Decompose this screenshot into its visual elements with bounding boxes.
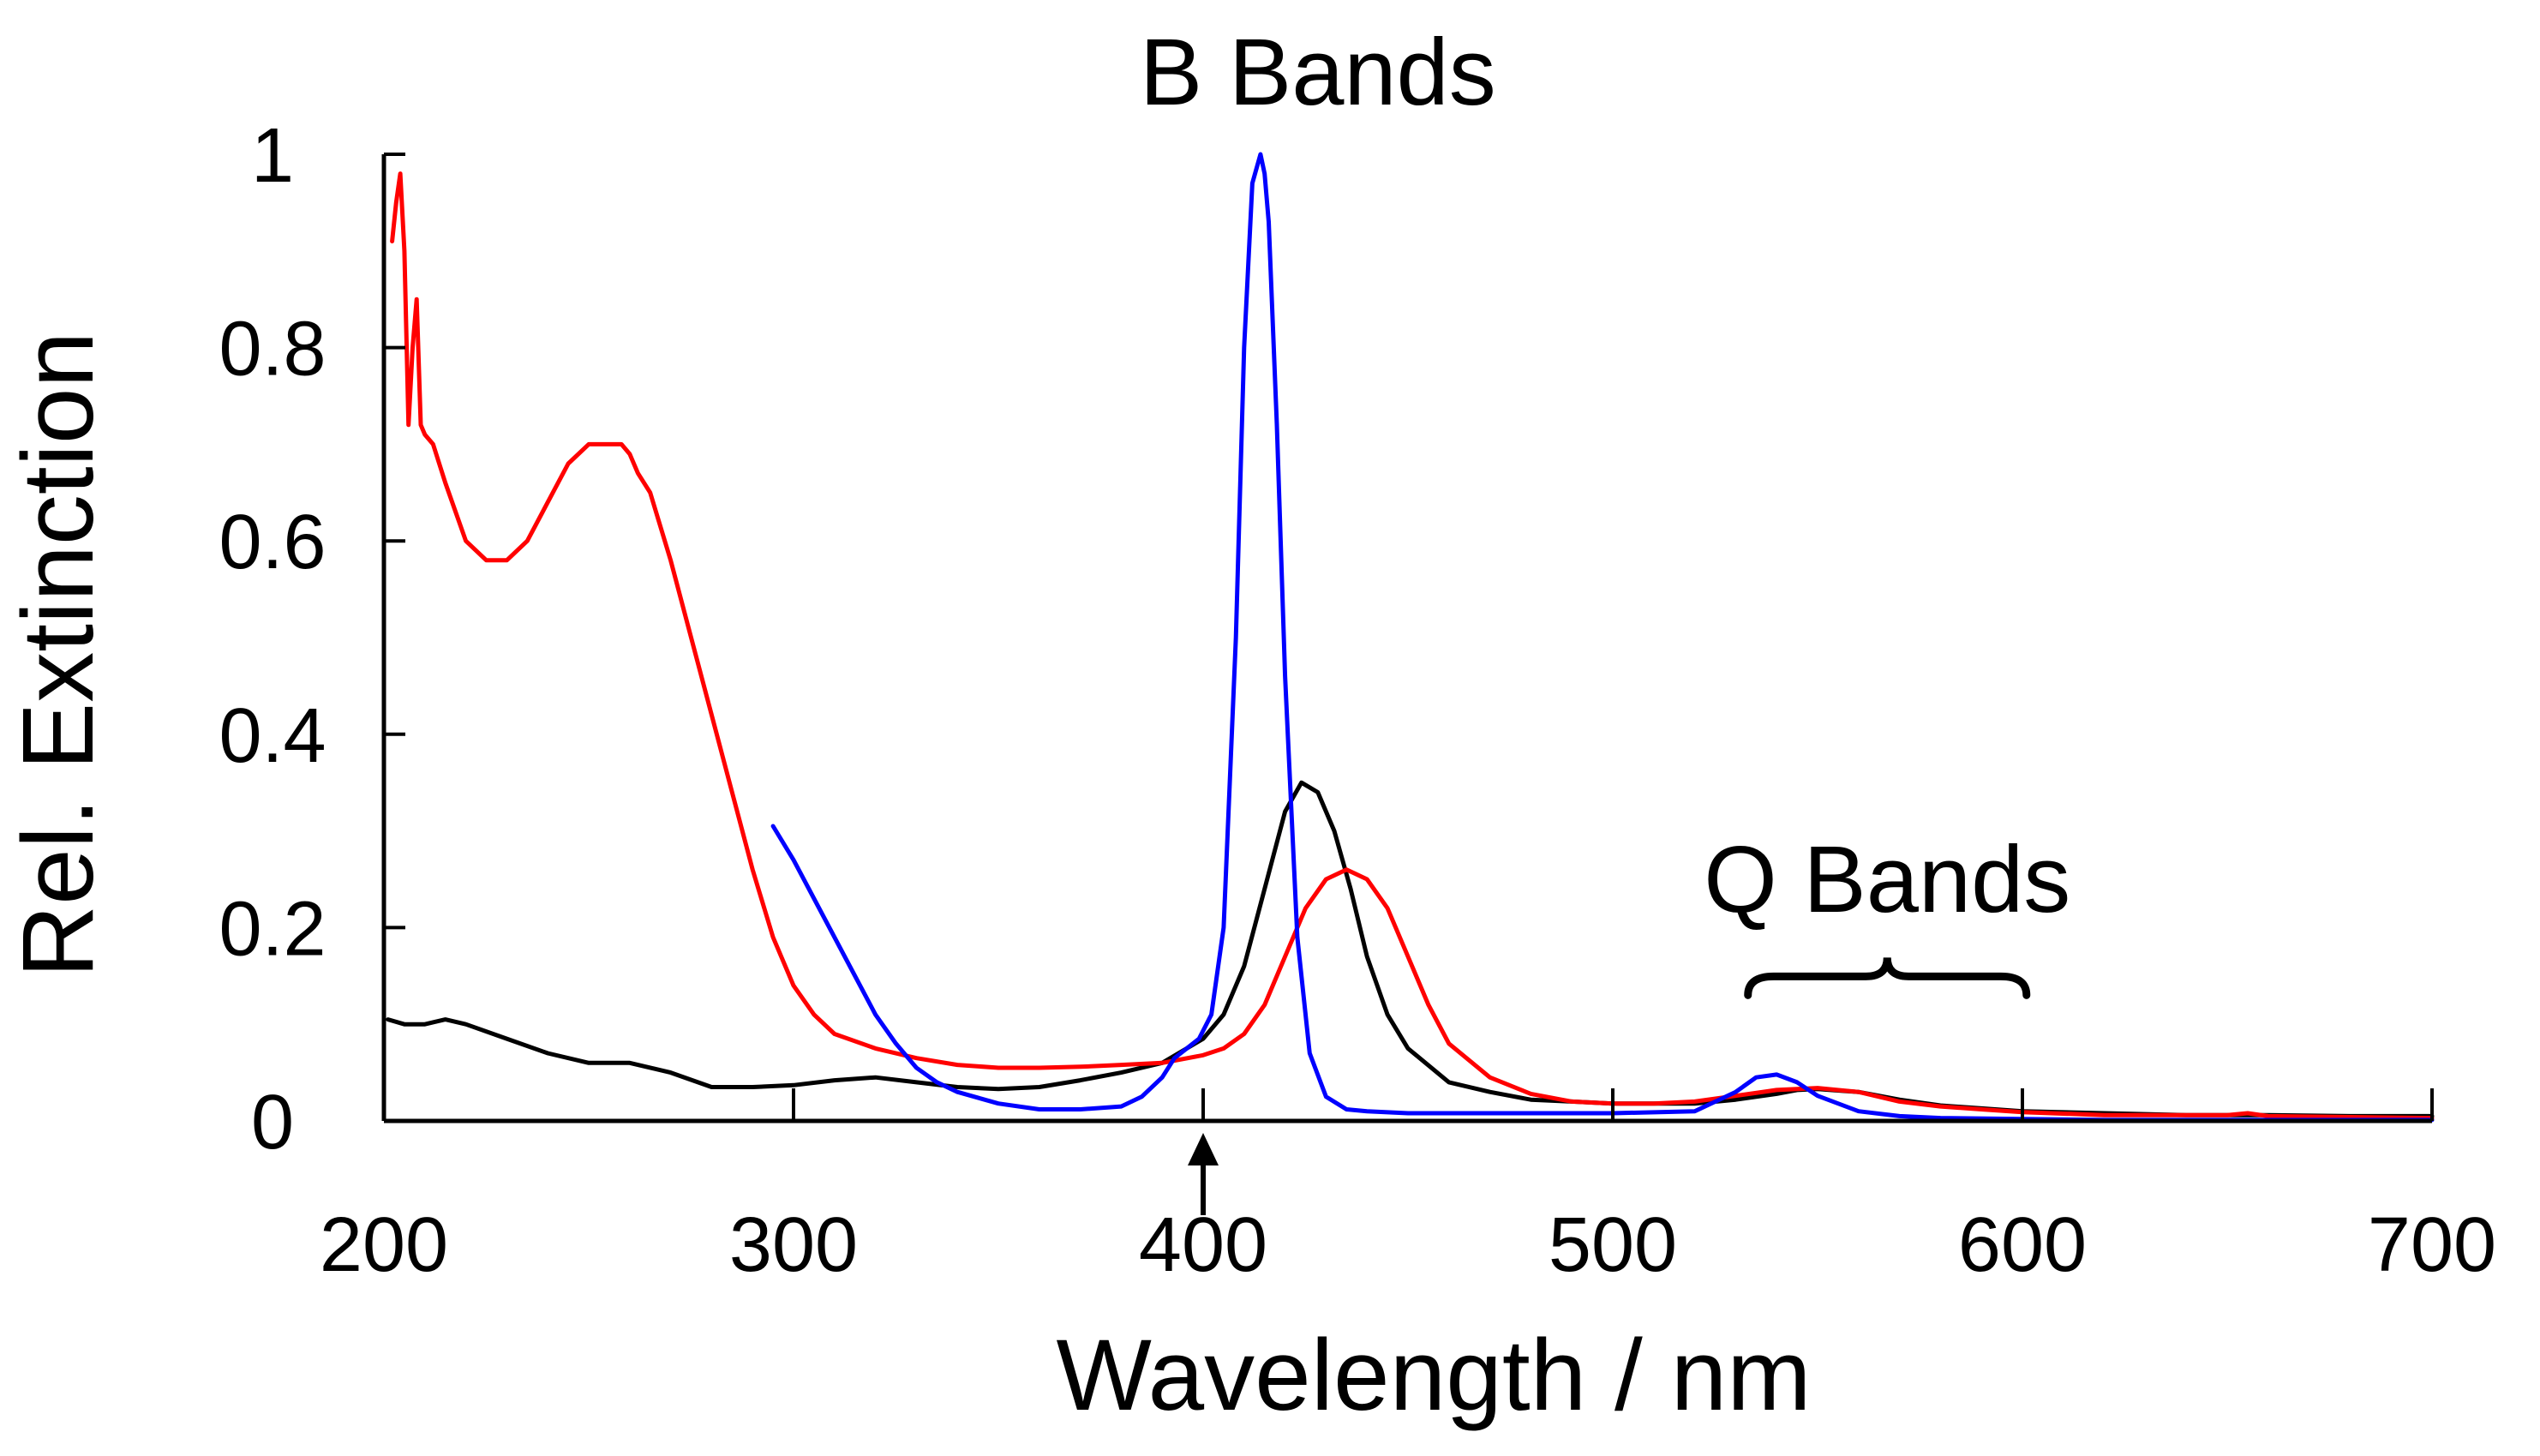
x-tick-label: 400 — [1139, 1202, 1267, 1288]
x-tick-label: 500 — [1549, 1202, 1677, 1288]
b-bands-annotation: B Bands — [1140, 20, 1496, 125]
x-tick-label: 700 — [2368, 1202, 2496, 1288]
x-tick-label: 600 — [1958, 1202, 2087, 1288]
series-line-0 — [386, 780, 2435, 1118]
y-tick-label: 0 — [251, 1080, 294, 1165]
y-tick-label: 0.8 — [219, 307, 326, 392]
series-layer — [386, 152, 2435, 1123]
y-tick-label: 1 — [251, 113, 294, 199]
x-tick-label: 200 — [320, 1202, 448, 1288]
y-tick-label: 0.6 — [219, 500, 326, 585]
tick-layer: 200 300 400 500 600 700 0 0.2 0.4 0.6 0.8 1 — [219, 113, 2496, 1288]
x-tick-label: 300 — [729, 1202, 858, 1288]
arrow-head — [1188, 1133, 1219, 1165]
wavelength-400-arrow — [1188, 1133, 1219, 1215]
q-bands-annotation: Q Bands — [1704, 827, 2070, 932]
series-line-1 — [390, 171, 2435, 1121]
series-line-2 — [770, 152, 2435, 1123]
q-bands-bracket — [1744, 957, 2031, 999]
axes — [381, 154, 2432, 1123]
y-tick-label: 0.4 — [219, 693, 326, 779]
x-axis-title: Wavelength / nm — [1056, 1319, 1811, 1432]
y-tick-label: 0.2 — [219, 886, 326, 972]
y-axis-title: Rel. Extinction — [2, 332, 115, 978]
